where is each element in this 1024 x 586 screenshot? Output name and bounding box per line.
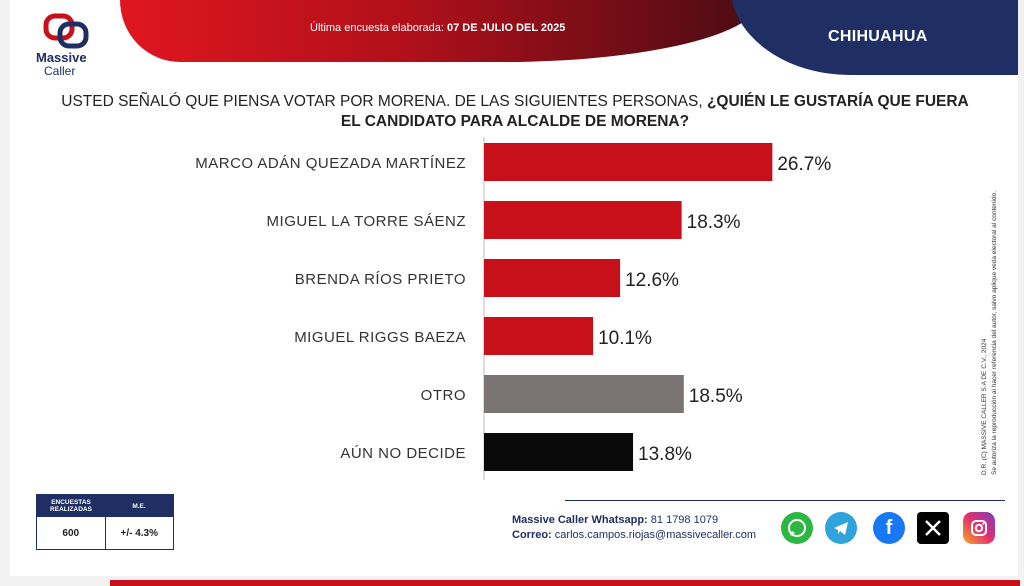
- bar: [484, 201, 682, 239]
- stats-margin-value: +/- 4.3%: [120, 527, 159, 539]
- value-label: 13.8%: [638, 444, 692, 465]
- bar: [484, 317, 594, 355]
- question-plain: USTED SEÑALÓ QUE PIENSA VOTAR POR MORENA…: [61, 93, 703, 110]
- copyright-line-2: Se autoriza la reproducción al hacer ref…: [991, 191, 998, 475]
- stats-surveys-value: 600: [37, 517, 106, 549]
- bar: [484, 143, 773, 181]
- value-label: 12.6%: [625, 270, 679, 291]
- category-label: AÚN NO DECIDE: [340, 445, 466, 462]
- contact-divider: [565, 500, 1005, 501]
- bar: [484, 375, 684, 413]
- poll-question: USTED SEÑALÓ QUE PIENSA VOTAR POR MORENA…: [50, 92, 980, 132]
- value-label: 18.5%: [689, 386, 743, 407]
- telegram-icon[interactable]: [825, 512, 857, 544]
- email-label: Correo:: [512, 529, 552, 541]
- category-label: MIGUEL LA TORRE SÁENZ: [267, 213, 466, 230]
- instagram-icon[interactable]: [963, 512, 995, 544]
- bottom-strip: [110, 580, 1020, 586]
- value-label: 18.3%: [687, 212, 741, 233]
- bar-chart: MARCO ADÁN QUEZADA MARTÍNEZ 26.7% MIGUEL L…: [195, 137, 831, 480]
- state-name: CHIHUAHUA: [828, 28, 928, 45]
- logo-text-caller: Caller: [44, 64, 76, 78]
- value-label: 10.1%: [598, 328, 652, 349]
- survey-date: Última encuesta elaborada: 07 DE JULIO D…: [310, 22, 565, 34]
- survey-date-value: 07 DE JULIO DEL 2025: [446, 22, 566, 34]
- bar: [484, 259, 621, 297]
- bar: [484, 433, 634, 471]
- survey-date-label: Última encuesta elaborada:: [310, 22, 444, 34]
- email-address[interactable]: carlos.campos.riojas@massivecaller.com: [554, 529, 757, 541]
- whatsapp-label: Massive Caller Whatsapp:: [512, 514, 648, 526]
- value-label: 26.7%: [777, 154, 831, 175]
- whatsapp-icon[interactable]: [781, 512, 813, 544]
- massive-caller-logo-icon: [43, 13, 89, 49]
- copyright-note: D.R. (C) MASSIVE CALLER S.A DE C.V., 202…: [981, 191, 998, 475]
- logo-text-massive: Massive: [36, 50, 87, 65]
- stats-header-margin: M.E.: [132, 502, 146, 510]
- stats-header-surveys: ENCUESTAS REALIZADAS: [50, 499, 92, 513]
- category-label: OTRO: [421, 387, 466, 404]
- category-label: MARCO ADÁN QUEZADA MARTÍNEZ: [195, 155, 466, 172]
- facebook-icon[interactable]: f: [873, 512, 905, 544]
- whatsapp-number[interactable]: 81 1798 1079: [650, 514, 719, 526]
- stats-table: ENCUESTAS REALIZADAS M.E. 600 +/- 4.3%: [36, 494, 174, 550]
- question-bold: ¿QUIÉN LE GUSTARÍA QUE FUERA EL CANDIDAT…: [340, 93, 969, 130]
- category-label: MIGUEL RIGGS BAEZA: [294, 329, 466, 346]
- contact-info: Massive Caller Whatsapp: 81 1798 1079 Co…: [512, 513, 756, 543]
- x-icon[interactable]: [917, 512, 949, 544]
- copyright-line-1: D.R. (C) MASSIVE CALLER S.A DE C.V., 202…: [981, 338, 988, 475]
- poll-card: Última encuesta elaborada: 07 DE JULIO D…: [10, 0, 1018, 576]
- category-label: BRENDA RÍOS PRIETO: [295, 271, 466, 288]
